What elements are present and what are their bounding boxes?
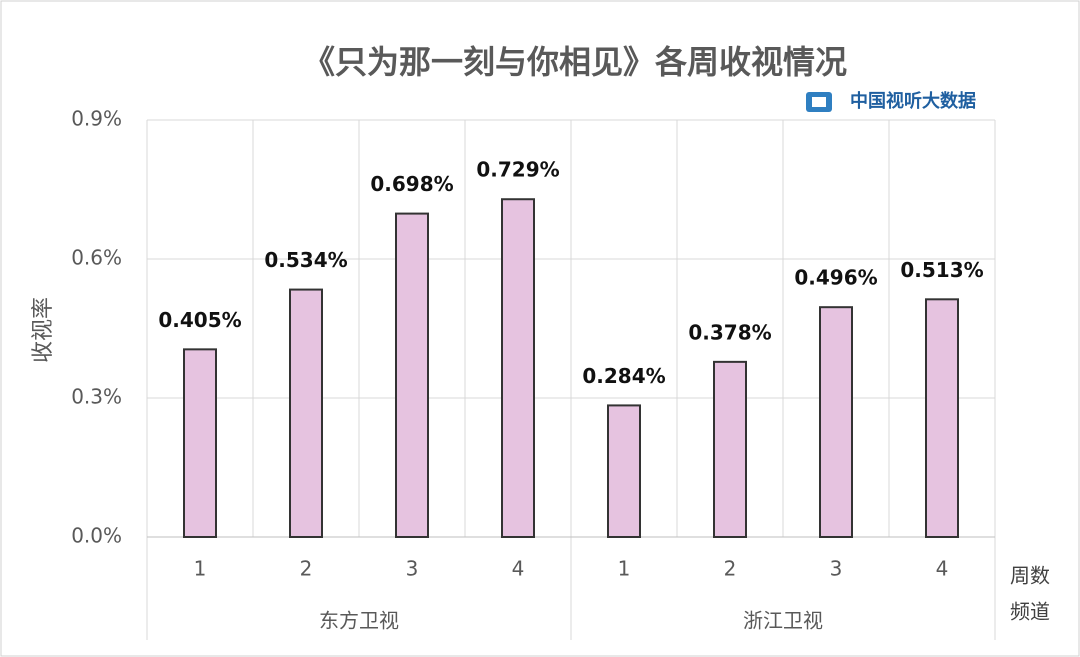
value-label: 0.284% (582, 364, 665, 388)
value-label: 0.405% (158, 308, 241, 332)
y-axis-label: 收视率 (31, 297, 56, 363)
x-tick-label: 4 (512, 557, 525, 581)
x-tick-label: 3 (406, 557, 419, 581)
x-tick-label: 2 (300, 557, 313, 581)
x-tick-label: 1 (618, 557, 631, 581)
group-label: 东方卫视 (319, 609, 399, 633)
bar (501, 198, 535, 538)
value-label: 0.729% (476, 158, 559, 182)
group-label: 浙江卫视 (743, 609, 823, 633)
value-label: 0.378% (688, 320, 771, 344)
bar (607, 404, 641, 538)
value-label: 0.513% (900, 258, 983, 282)
bar (713, 360, 747, 538)
x-tick-label: 1 (194, 557, 207, 581)
y-tick-label: 0.3% (71, 385, 122, 409)
source: 中国视听大数据 (850, 90, 976, 112)
value-label: 0.534% (264, 248, 347, 272)
y-tick-label: 0.0% (71, 524, 122, 548)
x-axis-label: 周数 (1010, 564, 1050, 588)
value-label: 0.496% (794, 266, 877, 290)
bar (183, 348, 217, 538)
value-label: 0.698% (370, 172, 453, 196)
bar (925, 298, 959, 538)
bar (819, 306, 853, 539)
y-tick-label: 0.9% (71, 107, 122, 131)
chart-title: 《只为那一刻与你相见》各周收视情况 (303, 43, 847, 81)
y-tick-label: 0.6% (71, 246, 122, 270)
x-tick-label: 2 (724, 557, 737, 581)
x-tick-label: 3 (830, 557, 843, 581)
group-axis-label: 频道 (1010, 600, 1050, 624)
bar (289, 288, 323, 538)
bar (395, 212, 429, 539)
x-tick-label: 4 (936, 557, 949, 581)
source-logo (806, 92, 832, 112)
